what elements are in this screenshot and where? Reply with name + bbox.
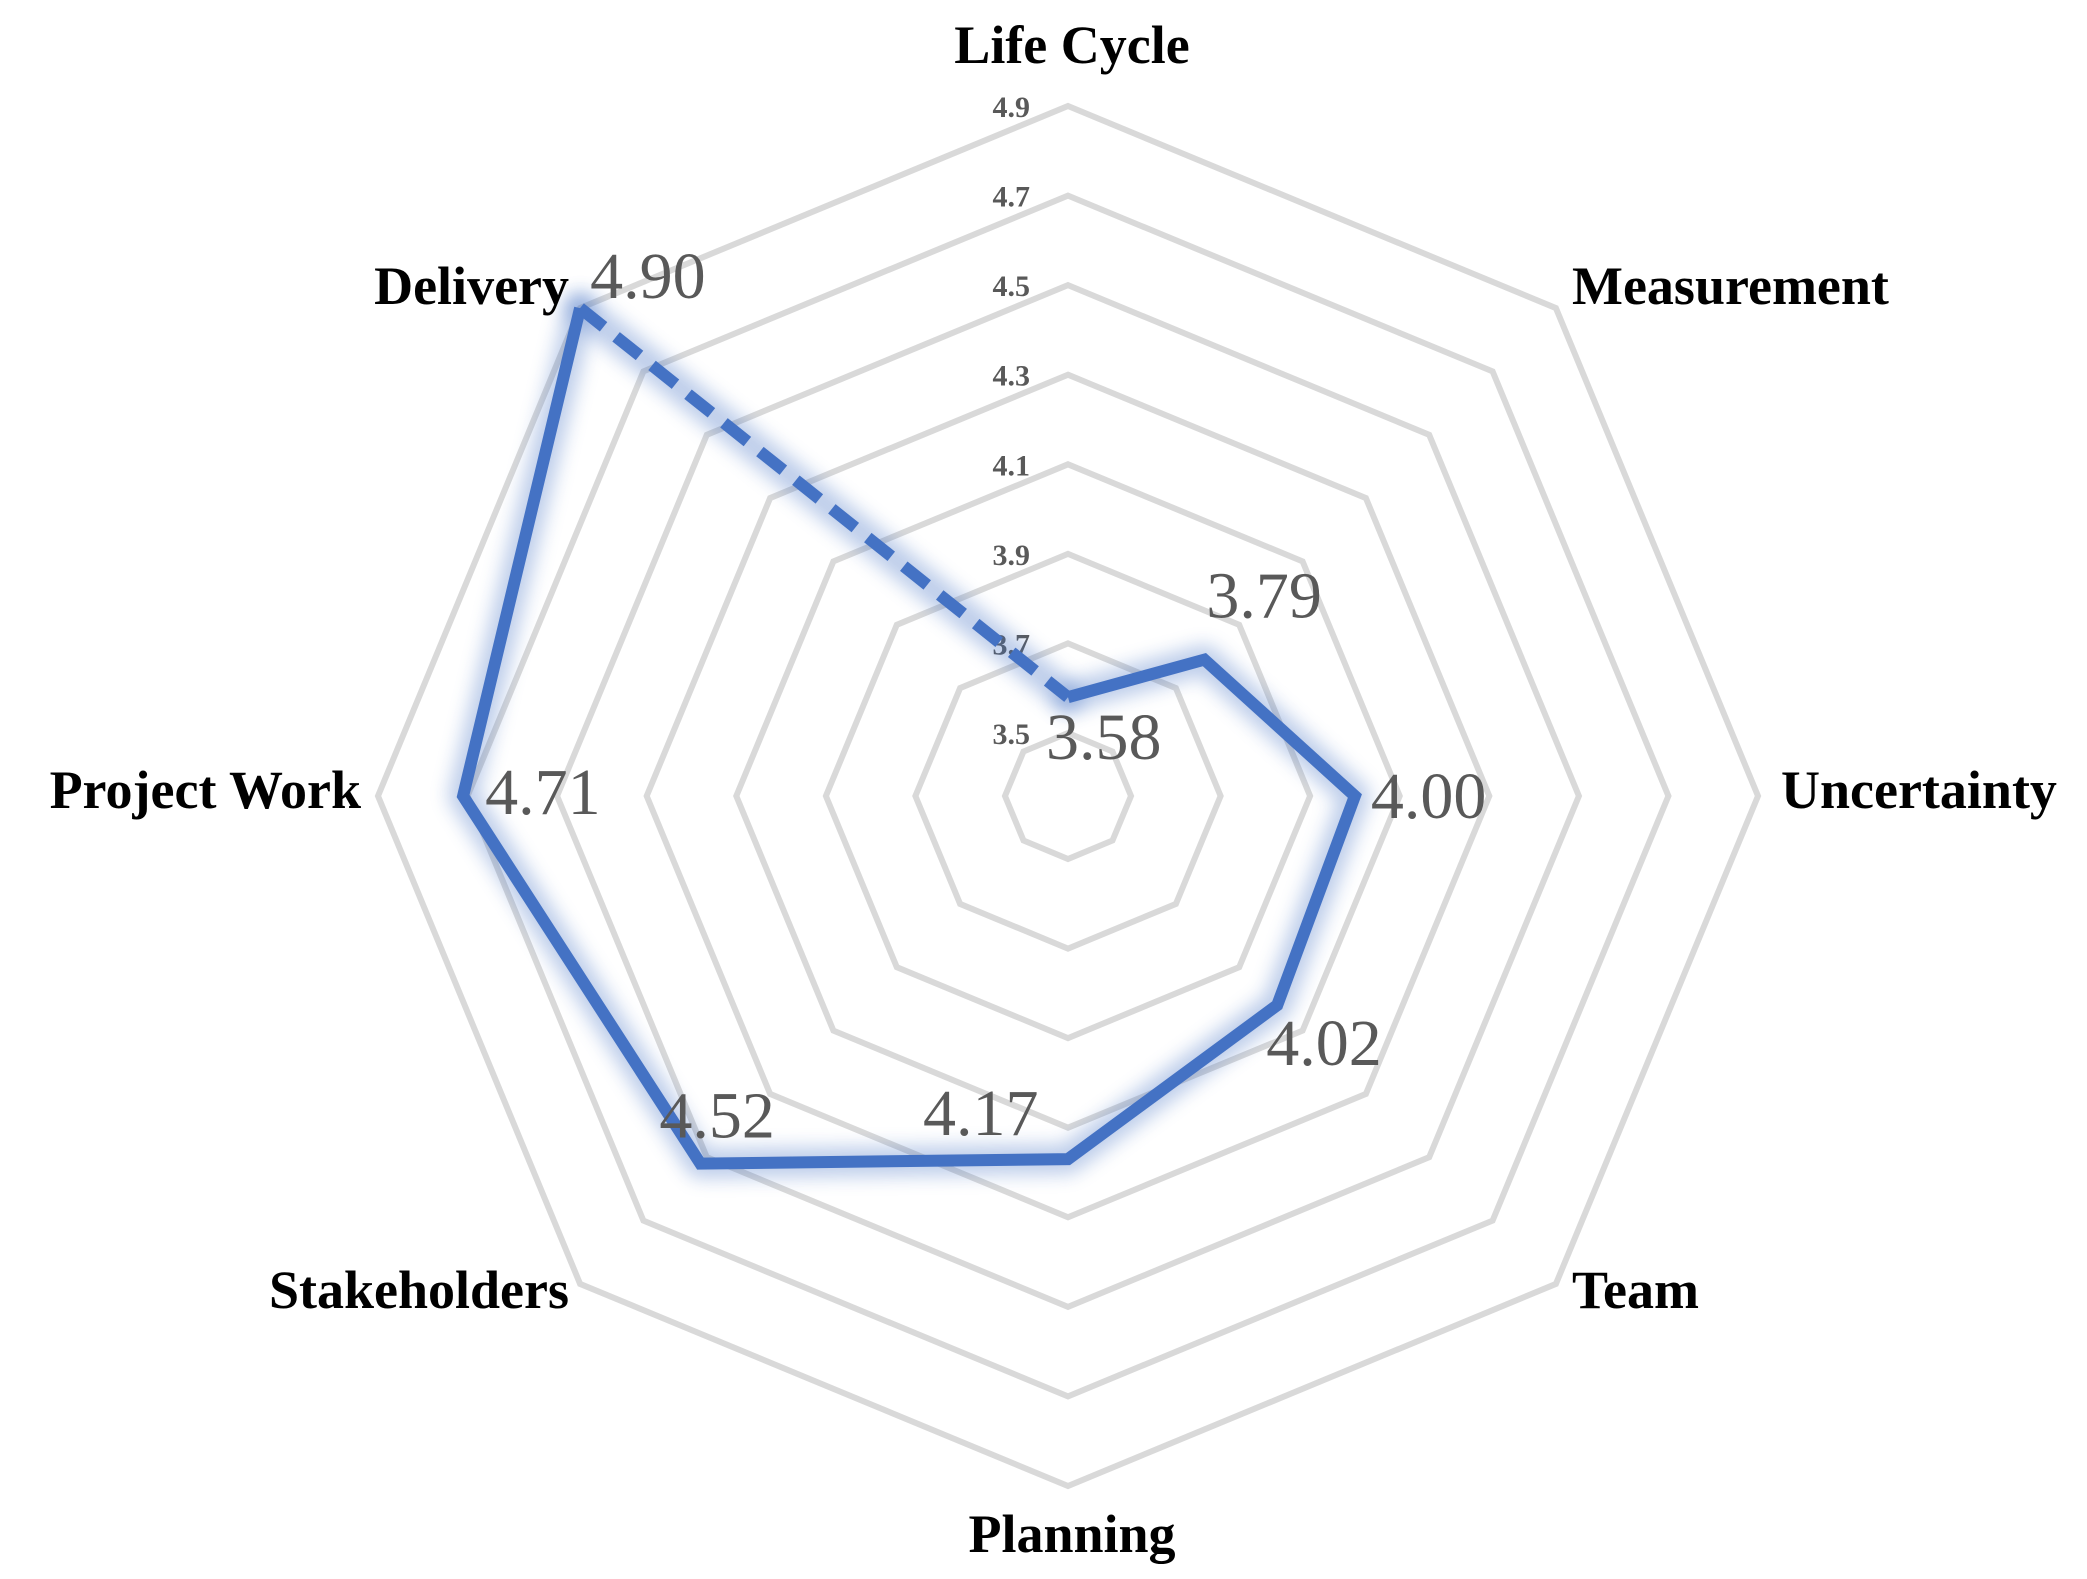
data-labels: 3.58 3.79 4.00 4.02 4.17 4.52 4.71 4.90 bbox=[485, 240, 1486, 1152]
series-closing-segment bbox=[576, 303, 1072, 702]
category-label-stakeholders: Stakeholders bbox=[269, 1260, 569, 1320]
category-label-measurement: Measurement bbox=[1572, 256, 1889, 316]
grid-ring-4-5 bbox=[553, 281, 1583, 1311]
grid-ring-4-7 bbox=[464, 192, 1672, 1400]
grid-ring-3-7 bbox=[912, 640, 1224, 952]
data-label-life-cycle: 3.58 bbox=[1046, 701, 1162, 774]
grid-rings bbox=[374, 102, 1762, 1490]
tick-label-4-7: 4.7 bbox=[993, 181, 1031, 214]
data-label-uncertainty: 4.00 bbox=[1371, 760, 1487, 833]
tick-label-3-9: 3.9 bbox=[993, 539, 1031, 572]
grid-ring-4-1 bbox=[733, 461, 1403, 1131]
category-labels: Life Cycle Measurement Uncertainty Team Plan… bbox=[50, 15, 2057, 1564]
series-layer bbox=[448, 293, 1370, 1179]
data-label-team: 4.02 bbox=[1266, 1007, 1382, 1080]
data-label-measurement: 3.79 bbox=[1206, 560, 1322, 633]
category-label-uncertainty: Uncertainty bbox=[1781, 760, 2057, 820]
category-label-project-work: Project Work bbox=[50, 760, 361, 820]
category-label-planning: Planning bbox=[968, 1504, 1175, 1564]
series-line bbox=[456, 306, 1362, 1170]
grid-ring-4-3 bbox=[643, 371, 1493, 1221]
grid-ring-3-5 bbox=[1001, 729, 1135, 863]
tick-label-4-9: 4.9 bbox=[993, 91, 1031, 124]
tick-label-3-5: 3.5 bbox=[993, 718, 1031, 751]
tick-label-4-1: 4.1 bbox=[993, 449, 1031, 482]
data-label-delivery: 4.90 bbox=[590, 240, 706, 313]
grid-ring-3-9 bbox=[822, 550, 1314, 1042]
data-label-planning: 4.17 bbox=[923, 1077, 1039, 1150]
category-label-life-cycle: Life Cycle bbox=[954, 15, 1189, 75]
data-label-stakeholders: 4.52 bbox=[659, 1080, 775, 1153]
grid-ring-4-9 bbox=[374, 102, 1762, 1490]
category-label-delivery: Delivery bbox=[374, 256, 569, 316]
tick-label-4-5: 4.5 bbox=[993, 270, 1031, 303]
data-label-project-work: 4.71 bbox=[485, 756, 601, 829]
tick-label-4-3: 4.3 bbox=[993, 360, 1031, 393]
category-label-team: Team bbox=[1572, 1260, 1699, 1320]
